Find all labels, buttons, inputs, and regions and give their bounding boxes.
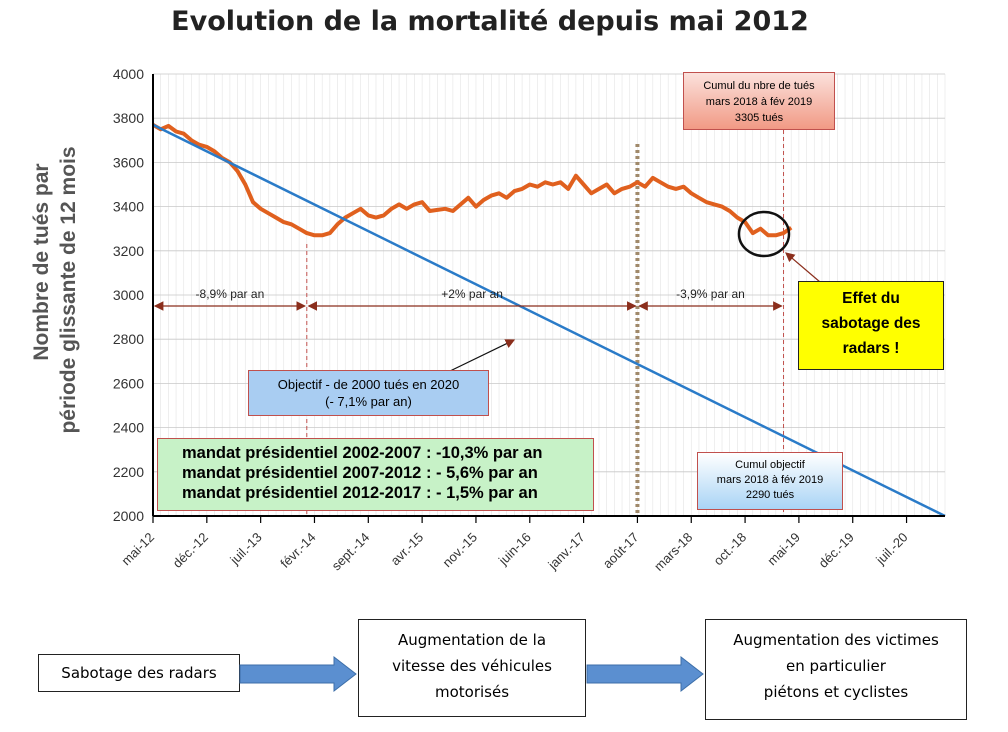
cumul-objective-line: 2290 tués	[745, 489, 795, 501]
actual-series-line	[151, 123, 793, 238]
y-tick-label: 3800	[113, 110, 144, 126]
x-tick-label: sept.-14	[329, 530, 373, 574]
axes	[152, 74, 945, 523]
highlight-circle	[737, 210, 791, 258]
mandates-box: mandat présidentiel 2002-2007 : -10,3% p…	[157, 438, 594, 511]
rate-span-label: -3,9% par an	[676, 287, 745, 301]
cumul-actual-line: mars 2018 à fév 2019	[705, 96, 813, 108]
flow-step-sabotage: Sabotage des radars	[38, 654, 240, 692]
x-tick-label: déc.-12	[170, 530, 211, 571]
flow-step-line: Augmentation des victimes	[733, 631, 939, 649]
cumul-actual-box: Cumul du nbre de tués mars 2018 à fév 20…	[683, 72, 835, 130]
y-tick-label: 2800	[113, 331, 144, 347]
x-tick-label: déc.-19	[816, 530, 857, 571]
objective-series-line	[152, 123, 946, 518]
x-tick-label: mai-12	[118, 530, 157, 569]
x-tick-label: août-17	[600, 530, 642, 572]
flow-arrow-2	[586, 655, 704, 693]
x-tick-label: juil.-13	[226, 530, 264, 568]
flow-step-victims: Augmentation des victimes en particulier…	[705, 619, 967, 720]
x-tick-label: avr.-15	[388, 530, 427, 569]
objective-note-line: Objectif - de 2000 tués en 2020	[277, 377, 460, 392]
x-tick-label: juil.-20	[872, 530, 910, 568]
x-tick-label: mars-18	[651, 530, 695, 574]
objective-note: Objectif - de 2000 tués en 2020 (- 7,1% …	[248, 370, 489, 416]
flow-step-line: vitesse des véhicules	[392, 657, 552, 675]
x-tick-label: janv.-17	[544, 530, 587, 573]
rate-span-label: +2% par an	[441, 287, 503, 301]
x-tick-label: mai-19	[764, 530, 803, 569]
objective-note-line: (- 7,1% par an)	[325, 394, 412, 409]
y-axis-label-line1: Nombre de tués par	[30, 163, 53, 360]
y-tick-label: 3600	[113, 154, 144, 170]
effect-line: sabotage des	[821, 315, 921, 332]
y-tick-label: 3200	[113, 243, 144, 259]
cumul-objective-line: Cumul objectif	[735, 459, 805, 471]
y-axis-label-line2: période glissante de 12 mois	[57, 146, 80, 433]
x-tick-label: févr.-14	[277, 530, 318, 571]
cumul-objective-line: mars 2018 à fév 2019	[716, 474, 824, 486]
annotation-overlays	[447, 210, 821, 373]
flow-arrow-shape	[586, 655, 704, 693]
y-tick-label: 2200	[113, 464, 144, 480]
rate-spans: -8,9% par an +2% par an -3,9% par an	[153, 287, 783, 311]
effect-line: radars !	[842, 340, 900, 357]
cumul-actual-line: 3305 tués	[734, 112, 784, 124]
page-title: Evolution de la mortalité depuis mai 201…	[171, 6, 809, 37]
flow-arrow-1	[239, 655, 357, 693]
y-tick-label: 3400	[113, 199, 144, 215]
radar-sabotage-effect-box: Effet du sabotage des radars !	[798, 281, 944, 370]
flow-step-line: piétons et cyclistes	[763, 683, 909, 701]
x-tick-label: nov.-15	[439, 530, 480, 571]
flow-arrow-shape	[239, 655, 357, 693]
effect-pointer-arrow	[785, 252, 821, 283]
x-tick-label: juin-16	[495, 530, 534, 569]
y-tick-label: 4000	[113, 66, 144, 82]
objective-pointer-arrow	[447, 339, 516, 373]
cumul-objective-box: Cumul objectif mars 2018 à fév 2019 2290…	[697, 452, 843, 510]
cumul-actual-line: Cumul du nbre de tués	[703, 80, 815, 92]
x-tick-label: oct.-18	[710, 530, 749, 569]
effect-line: Effet du	[842, 290, 900, 307]
mandate-line: mandat présidentiel 2012-2017 : - 1,5% p…	[182, 484, 538, 502]
flow-step-line: motorisés	[434, 683, 510, 701]
flow-step-line: Augmentation de la	[397, 631, 547, 649]
mandate-line: mandat présidentiel 2002-2007 : -10,3% p…	[182, 444, 543, 462]
y-tick-label: 3000	[113, 287, 144, 303]
flow-step-speed: Augmentation de la vitesse des véhicules…	[358, 619, 586, 717]
mandate-line: mandat présidentiel 2007-2012 : - 5,6% p…	[182, 464, 538, 482]
series-lines	[151, 123, 946, 518]
flow-step-line: en particulier	[786, 657, 886, 675]
y-tick-label: 2400	[113, 420, 144, 436]
y-tick-label: 2600	[113, 375, 144, 391]
y-tick-label: 2000	[113, 508, 144, 524]
rate-span-label: -8,9% par an	[196, 287, 265, 301]
